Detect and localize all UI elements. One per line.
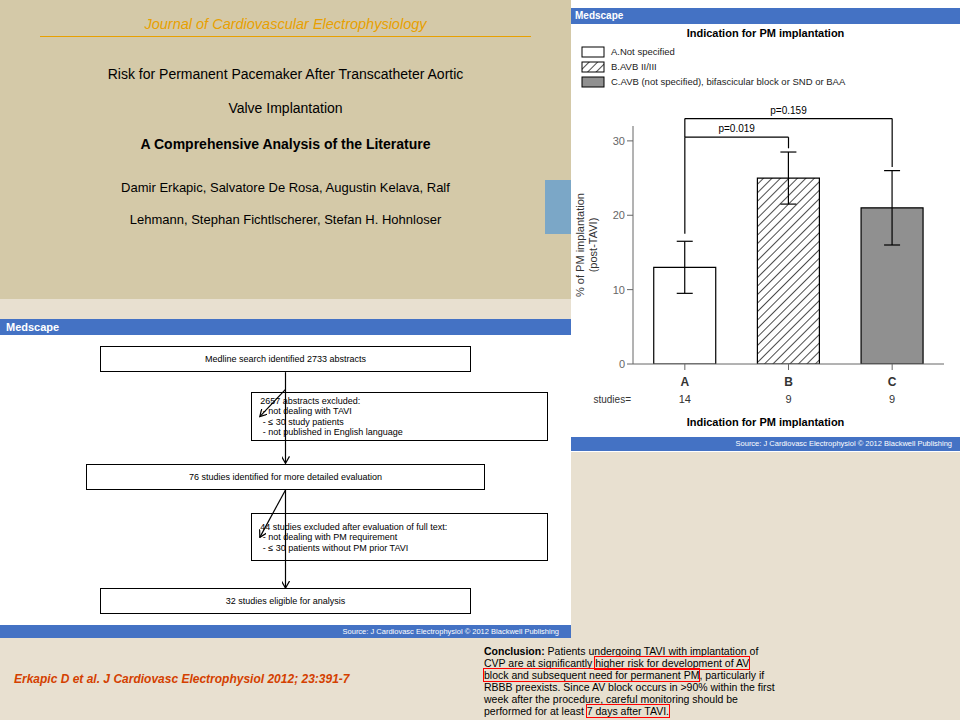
html-text:Risk for Permanent Pacemaker A: Risk for Permanent Pacemaker After Trans… xyxy=(107,66,464,82)
html-text:CVP are at significantly highe: CVP are at significantly higher risk for… xyxy=(484,657,750,669)
html-text:Lehmann, Stephan Fichtlscherer: Lehmann, Stephan Fichtlscherer, Stefan H… xyxy=(129,212,442,227)
svg-text:10: 10 xyxy=(613,284,625,296)
svg-text:% of PM implantation(post-TAVI: % of PM implantation(post-TAVI) xyxy=(574,193,599,297)
html-text:Indication for PM implantation: Indication for PM implantation xyxy=(686,416,845,428)
svg-text:9: 9 xyxy=(889,393,895,405)
html-text:RBBB preexists. Since AV block: RBBB preexists. Since AV block occurs in… xyxy=(484,681,775,693)
html-text:B.AVB II/III: B.AVB II/III xyxy=(611,61,657,72)
svg-text:9: 9 xyxy=(785,393,791,405)
html-text:Erkapic D et al. J Cardiovasc: Erkapic D et al. J Cardiovasc Electrophy… xyxy=(14,672,350,686)
html-text:Valve Implantation: Valve Implantation xyxy=(228,100,343,116)
svg-text:p=0.019: p=0.019 xyxy=(718,123,755,134)
html-text:Conclusion: Patients undergoin: Conclusion: Patients undergoing TAVI wit… xyxy=(484,645,759,657)
html-text:2657 abstracts excluded: - not: 2657 abstracts excluded: - not dealing w… xyxy=(260,395,403,437)
svg-text:30: 30 xyxy=(613,135,625,147)
svg-text:B: B xyxy=(784,375,793,389)
html-text:76 studies identified for more: 76 studies identified for more detailed … xyxy=(188,471,382,482)
svg-text:studies=: studies= xyxy=(593,394,631,405)
html-text:Source: J Cardiovasc Electroph: Source: J Cardiovasc Electrophysiol © 20… xyxy=(735,439,952,448)
svg-text:p=0.159: p=0.159 xyxy=(770,105,807,116)
html-text:Medline search identified 2733: Medline search identified 2733 abstracts xyxy=(204,353,366,364)
html-text:A Comprehensive Analysis of th: A Comprehensive Analysis of the Literatu… xyxy=(140,136,431,152)
svg-text:0: 0 xyxy=(619,358,625,370)
svg-text:20: 20 xyxy=(613,209,625,221)
svg-text:A: A xyxy=(680,375,689,389)
svg-text:14: 14 xyxy=(679,393,691,405)
html-text:block and subsequent need for: block and subsequent need for permanent … xyxy=(484,669,765,681)
html-text:week after the procedure, care: week after the procedure, careful monito… xyxy=(484,693,738,705)
html-text:Medscape: Medscape xyxy=(575,10,624,21)
html-text:Medscape: Medscape xyxy=(6,321,60,333)
html-text:44 studies excluded after eval: 44 studies excluded after evaluation of … xyxy=(260,521,448,553)
svg-text:C: C xyxy=(888,375,897,389)
html-text:A.Not specified: A.Not specified xyxy=(611,46,675,57)
html-text:Indication for PM implantation: Indication for PM implantation xyxy=(686,27,845,39)
html-text:Journal of Cardiovascular Elec: Journal of Cardiovascular Electrophysiol… xyxy=(144,16,427,32)
html-text:Damir Erkapic, Salvatore De Ro: Damir Erkapic, Salvatore De Rosa, August… xyxy=(121,180,450,195)
html-text:performed for at least 7 days: performed for at least 7 days after TAVI… xyxy=(484,705,669,717)
html-text:32 studies eligible for analys: 32 studies eligible for analysis xyxy=(225,595,346,606)
html-text:Source: J Cardiovasc Electroph: Source: J Cardiovasc Electrophysiol © 20… xyxy=(342,627,559,636)
html-text:C.AVB (not specified), bifasci: C.AVB (not specified), bifascicular bloc… xyxy=(611,76,846,87)
